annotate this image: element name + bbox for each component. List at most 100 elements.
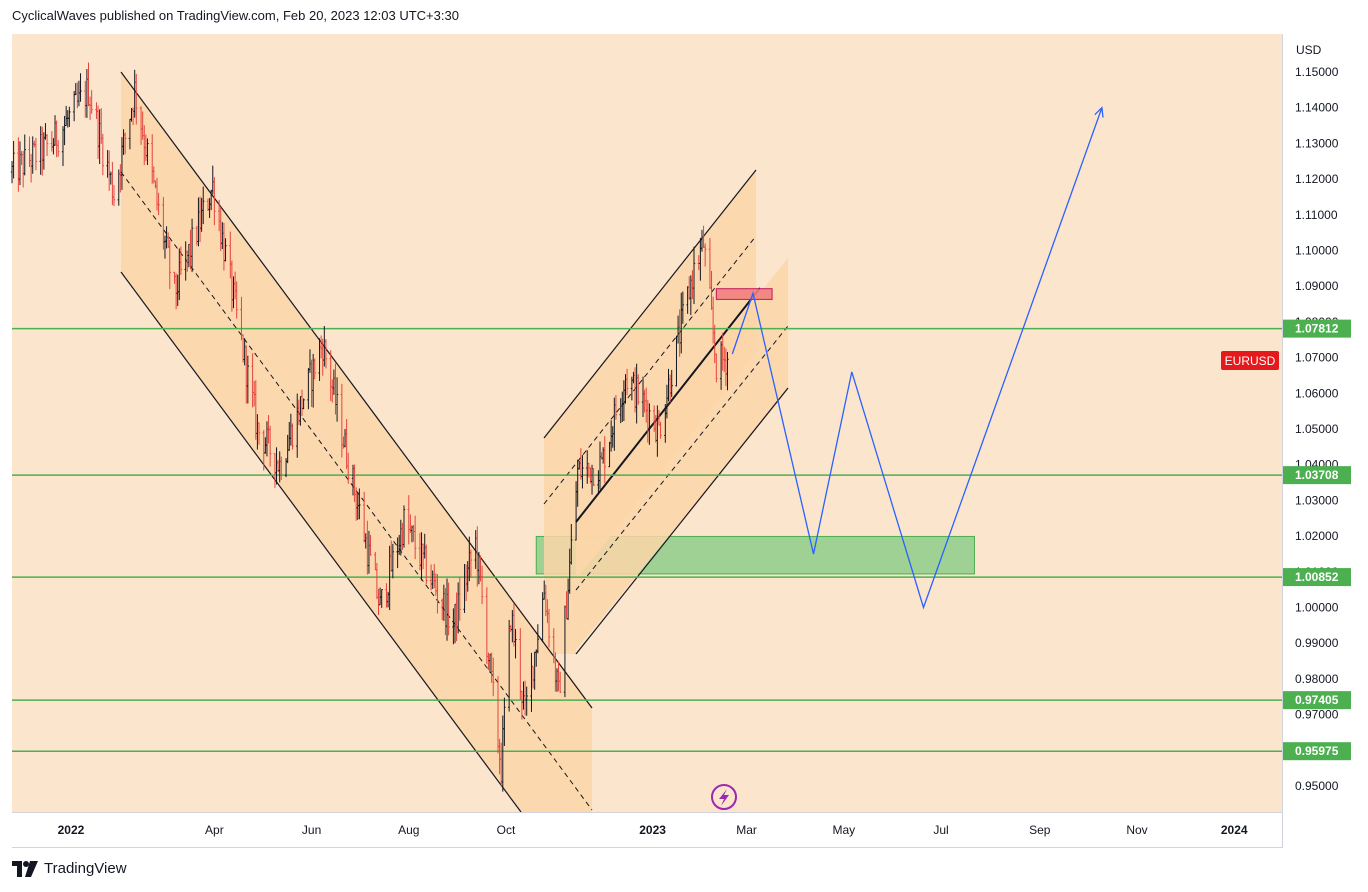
candle [726, 351, 729, 391]
candle [135, 73, 138, 125]
price-tick-label: 0.98000 [1295, 672, 1339, 686]
candle [257, 422, 261, 445]
candle [268, 425, 272, 467]
candle [123, 132, 127, 155]
candle [503, 697, 506, 747]
level-price-label: 0.97405 [1295, 693, 1339, 707]
candle [536, 624, 540, 654]
candle [280, 456, 283, 480]
price-tick-label: 1.10000 [1295, 244, 1339, 258]
candle [592, 468, 595, 487]
time-axis[interactable] [12, 813, 1282, 848]
level-price-label-bg [1283, 466, 1351, 485]
price-tick-label: 1.14000 [1295, 101, 1339, 115]
candle [68, 106, 71, 127]
candle [235, 281, 238, 319]
candle [369, 535, 372, 556]
candle [246, 355, 250, 404]
bear-channel-fill [121, 72, 592, 812]
price-tick-label: 0.99000 [1295, 636, 1339, 650]
time-tick-label: Nov [1126, 823, 1147, 837]
time-tick-label: Jun [302, 823, 321, 837]
candle [547, 608, 551, 648]
candle [425, 544, 428, 584]
price-tick-label: 1.03000 [1295, 493, 1339, 507]
projection-path [731, 107, 1103, 610]
candle [23, 134, 26, 176]
candle [112, 184, 116, 207]
candle [413, 515, 417, 560]
candle [659, 421, 662, 439]
candle [480, 565, 484, 605]
candle [146, 138, 149, 165]
price-tick-label: 1.06000 [1295, 386, 1339, 400]
price-axis[interactable] [1282, 34, 1356, 848]
candle [335, 377, 339, 422]
candle [79, 73, 82, 102]
candle [703, 243, 707, 267]
candle [581, 455, 584, 489]
candle [492, 657, 495, 697]
candle [101, 133, 105, 176]
candle [570, 523, 573, 565]
symbol-badge: EURUSD [1221, 351, 1279, 370]
bull-channel-lower-line [575, 387, 789, 655]
channel-mid-line-lower [575, 325, 789, 591]
candle [45, 133, 49, 156]
lightning-icon[interactable] [711, 784, 737, 810]
symbol-label: EURUSD [1225, 354, 1276, 368]
price-tick-label: 1.05000 [1295, 422, 1339, 436]
candle [603, 436, 606, 484]
price-tick-label: 1.13000 [1295, 136, 1339, 150]
time-tick-label: Aug [398, 823, 419, 837]
bull-channel-upper-line [543, 169, 757, 439]
candle [313, 358, 316, 380]
time-tick-label: Apr [205, 823, 224, 837]
time-tick-label: Oct [497, 823, 516, 837]
price-tick-label: 1.11000 [1295, 208, 1338, 222]
candle [670, 369, 673, 398]
price-tick-label: 1.07000 [1295, 351, 1339, 365]
candle [12, 140, 15, 179]
time-tick-label: May [832, 823, 855, 837]
candle [380, 589, 383, 608]
level-price-label: 0.95975 [1295, 744, 1339, 758]
price-tick-label: 1.02000 [1295, 529, 1339, 543]
tradingview-logo-icon [12, 860, 38, 877]
brand-name[interactable]: TradingView [44, 860, 127, 877]
candle [402, 505, 406, 548]
candle [347, 452, 350, 484]
publish-header: CyclicalWaves published on TradingView.c… [12, 8, 459, 23]
candle [358, 488, 361, 520]
candle [168, 239, 171, 290]
level-price-label: 1.07812 [1295, 322, 1339, 336]
level-price-label: 1.03708 [1295, 468, 1339, 482]
bear-channel-upper-line [120, 71, 593, 709]
time-tick-label: 2022 [58, 823, 85, 837]
candle [90, 90, 93, 114]
price-tick-label: 1.09000 [1295, 279, 1339, 293]
price-tick-label: 1.00000 [1295, 601, 1339, 615]
candle [190, 218, 194, 273]
candle [324, 338, 328, 369]
candle [637, 374, 640, 405]
supply-zone [715, 288, 773, 300]
price-tick-label: 1.15000 [1295, 65, 1339, 79]
candle [34, 137, 38, 171]
candle [57, 140, 60, 157]
candle [469, 549, 473, 578]
candle [681, 291, 685, 324]
trend-line [575, 287, 761, 523]
candle [157, 192, 160, 216]
candle [715, 353, 718, 383]
time-tick-label: Jul [933, 823, 948, 837]
footer: TradingView [12, 860, 127, 877]
level-price-label-bg [1283, 568, 1351, 587]
projected-channel-fill [576, 258, 788, 650]
candle [648, 403, 651, 445]
price-tick-label: 0.97000 [1295, 708, 1339, 722]
time-tick-label: Sep [1029, 823, 1051, 837]
candle [291, 423, 294, 450]
candle [614, 395, 618, 420]
